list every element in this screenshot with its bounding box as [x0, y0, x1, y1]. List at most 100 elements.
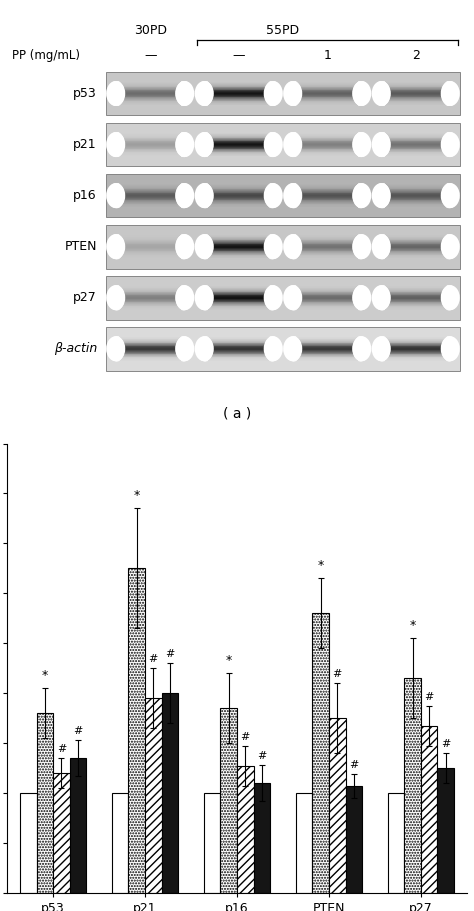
Ellipse shape [203, 285, 210, 311]
Ellipse shape [201, 234, 211, 259]
Ellipse shape [442, 234, 457, 259]
Ellipse shape [283, 132, 302, 157]
Ellipse shape [203, 183, 210, 208]
Ellipse shape [287, 336, 301, 362]
Bar [421, 726, 438, 893]
Ellipse shape [376, 285, 389, 311]
Ellipse shape [292, 285, 298, 311]
Ellipse shape [268, 183, 272, 208]
Ellipse shape [178, 183, 187, 208]
Ellipse shape [372, 234, 391, 259]
Ellipse shape [106, 285, 125, 311]
Ellipse shape [289, 132, 300, 157]
Ellipse shape [113, 81, 122, 106]
Ellipse shape [204, 183, 210, 208]
Ellipse shape [204, 285, 210, 311]
Ellipse shape [373, 285, 390, 311]
Ellipse shape [180, 183, 183, 208]
Ellipse shape [372, 183, 391, 208]
Ellipse shape [201, 183, 211, 208]
Ellipse shape [445, 336, 450, 362]
Ellipse shape [376, 234, 389, 259]
Bar [106, 327, 460, 371]
Text: p16: p16 [73, 189, 97, 202]
Bar [106, 225, 460, 269]
Ellipse shape [113, 234, 122, 259]
Ellipse shape [201, 336, 211, 362]
Ellipse shape [269, 234, 271, 259]
Ellipse shape [179, 132, 186, 157]
Ellipse shape [444, 234, 453, 259]
Ellipse shape [379, 183, 388, 208]
Ellipse shape [111, 234, 123, 259]
Ellipse shape [373, 336, 390, 362]
Ellipse shape [374, 183, 390, 208]
Ellipse shape [204, 81, 210, 106]
Ellipse shape [180, 336, 183, 362]
Ellipse shape [442, 132, 456, 157]
Ellipse shape [201, 132, 211, 157]
Ellipse shape [290, 336, 299, 362]
Ellipse shape [353, 285, 370, 311]
Bar [312, 613, 329, 893]
Ellipse shape [179, 336, 186, 362]
Ellipse shape [177, 81, 191, 106]
Ellipse shape [356, 183, 363, 208]
Ellipse shape [352, 81, 371, 106]
Ellipse shape [264, 285, 283, 311]
Ellipse shape [207, 234, 209, 259]
Ellipse shape [195, 81, 214, 106]
Ellipse shape [442, 234, 456, 259]
Ellipse shape [266, 183, 278, 208]
Ellipse shape [264, 285, 282, 311]
Ellipse shape [180, 81, 182, 106]
Ellipse shape [178, 285, 187, 311]
Ellipse shape [379, 132, 388, 157]
Ellipse shape [356, 132, 363, 157]
Ellipse shape [202, 183, 211, 208]
Ellipse shape [443, 336, 455, 362]
Ellipse shape [287, 285, 301, 311]
Ellipse shape [195, 183, 214, 208]
Ellipse shape [200, 234, 212, 259]
Ellipse shape [207, 81, 209, 106]
Ellipse shape [180, 285, 183, 311]
Ellipse shape [196, 234, 213, 259]
Ellipse shape [198, 81, 212, 106]
Ellipse shape [285, 81, 301, 106]
Ellipse shape [266, 183, 277, 208]
Ellipse shape [383, 234, 386, 259]
Ellipse shape [352, 234, 371, 259]
Ellipse shape [268, 285, 272, 311]
Ellipse shape [177, 183, 190, 208]
Ellipse shape [179, 285, 185, 311]
Ellipse shape [373, 81, 390, 106]
Ellipse shape [292, 132, 298, 157]
Ellipse shape [295, 132, 297, 157]
Ellipse shape [118, 132, 120, 157]
Ellipse shape [267, 132, 274, 157]
Ellipse shape [444, 183, 453, 208]
Text: #: # [257, 751, 266, 761]
Ellipse shape [269, 81, 271, 106]
Ellipse shape [266, 132, 278, 157]
Bar [162, 693, 178, 893]
Ellipse shape [180, 234, 183, 259]
Ellipse shape [294, 234, 298, 259]
Ellipse shape [268, 183, 273, 208]
Ellipse shape [264, 183, 282, 208]
Ellipse shape [284, 81, 302, 106]
Ellipse shape [264, 81, 282, 106]
Ellipse shape [109, 183, 124, 208]
Ellipse shape [374, 234, 390, 259]
Ellipse shape [285, 132, 301, 157]
Ellipse shape [444, 81, 453, 106]
Ellipse shape [356, 183, 362, 208]
Ellipse shape [266, 81, 278, 106]
Ellipse shape [264, 336, 281, 362]
Ellipse shape [204, 132, 210, 157]
Ellipse shape [378, 234, 388, 259]
Ellipse shape [266, 285, 277, 311]
Ellipse shape [176, 132, 192, 157]
Ellipse shape [441, 132, 459, 157]
